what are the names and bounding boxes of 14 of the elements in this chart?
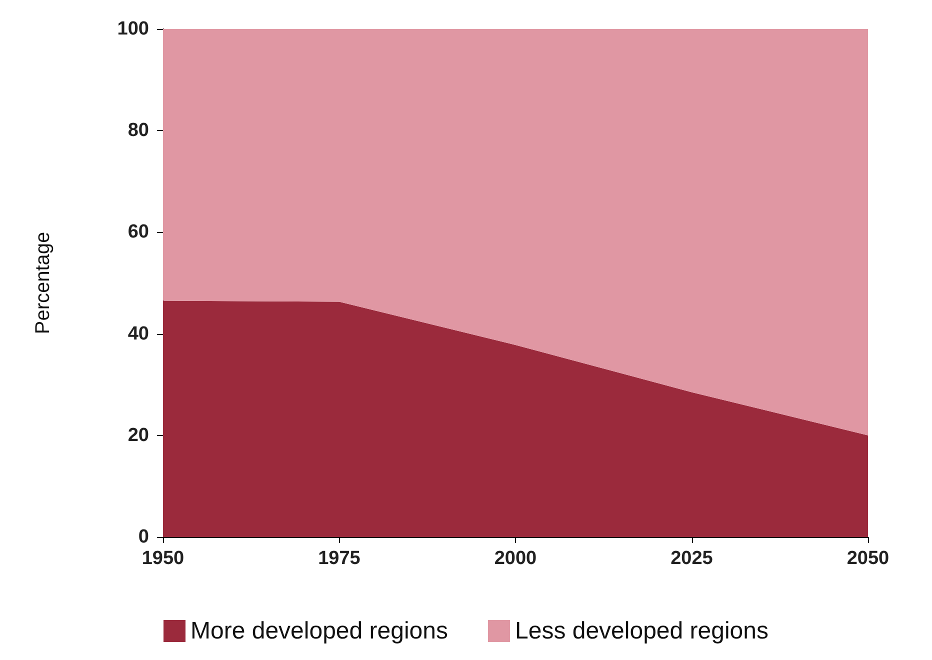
y-tick-label: 60 bbox=[128, 222, 149, 243]
legend-label: More developed regions bbox=[190, 618, 448, 644]
y-axis-title: Percentage bbox=[32, 232, 54, 334]
y-tick-label: 0 bbox=[138, 526, 149, 548]
y-tick-label: 40 bbox=[128, 323, 149, 344]
x-tick-label: 1975 bbox=[318, 548, 361, 569]
legend-label: Less developed regions bbox=[514, 618, 769, 644]
x-tick-label: 1950 bbox=[142, 548, 184, 569]
y-tick-label: 80 bbox=[128, 120, 149, 142]
x-tick-label: 2000 bbox=[494, 548, 537, 569]
y-tick-label: 20 bbox=[128, 424, 149, 446]
x-tick-label: 2025 bbox=[670, 548, 714, 569]
y-tick-label: 100 bbox=[117, 18, 149, 40]
x-tick-label: 2050 bbox=[846, 548, 890, 569]
